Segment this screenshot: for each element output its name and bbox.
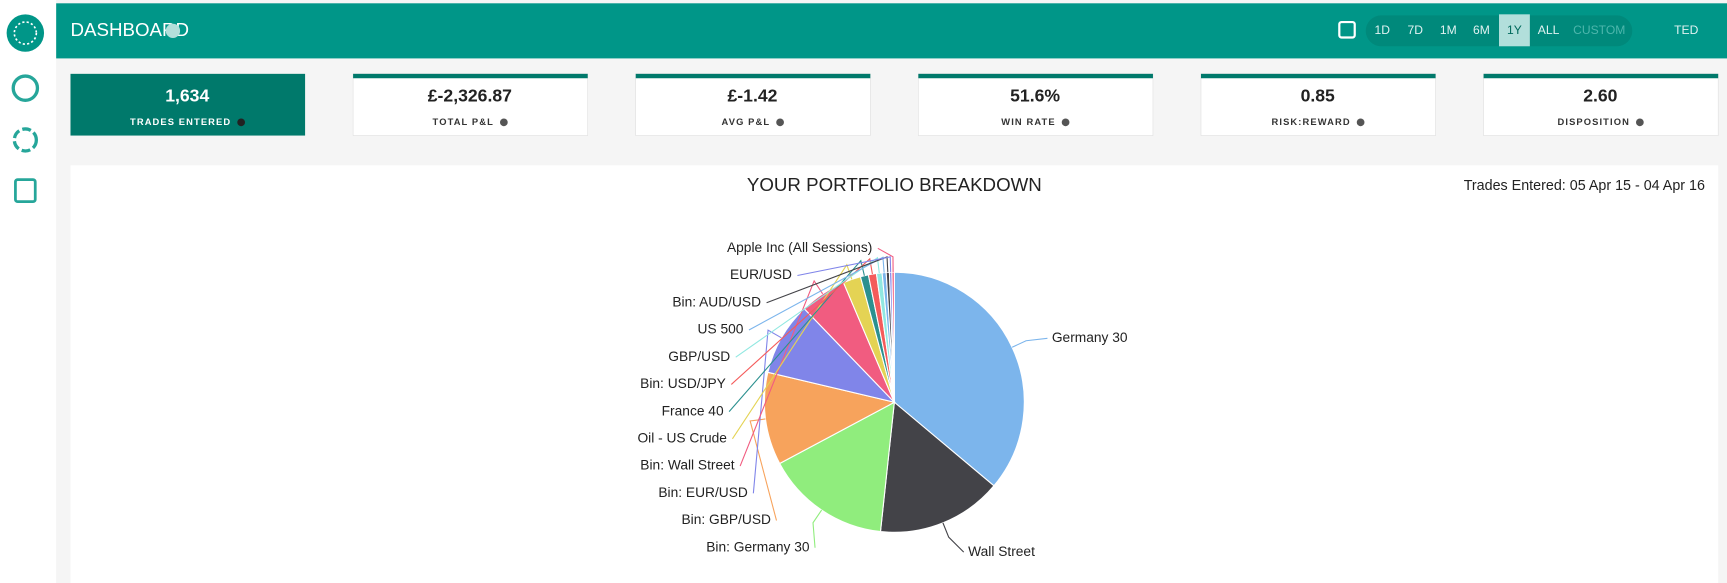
pie-label: Germany 30: [1052, 330, 1128, 345]
range-button[interactable]: ALL: [1538, 23, 1560, 37]
pie-connector: [942, 522, 965, 553]
header-title: DASHBOARD: [70, 19, 189, 40]
range-button[interactable]: CUSTOM: [1573, 23, 1625, 37]
logo[interactable]: [6, 14, 45, 52]
pie-label: US 500: [698, 322, 744, 337]
stat-label: AVG P&L: [722, 117, 771, 127]
calendar-icon[interactable]: [1338, 20, 1356, 39]
pie-label: Bin: GBP/USD: [681, 512, 771, 527]
pie-connector: [797, 256, 892, 277]
pie-connector: [1011, 337, 1048, 348]
pie-label: Bin: Germany 30: [706, 539, 810, 554]
pie-connector: [812, 509, 823, 548]
pie-connector: [752, 329, 782, 494]
pie-label: Oil - US Crude: [637, 430, 727, 445]
stat-card-accent: [918, 73, 1153, 79]
stat-value: £-2,326.87: [428, 86, 512, 106]
pie-label: EUR/USD: [730, 267, 792, 282]
pie-connector: [877, 247, 894, 273]
range-button[interactable]: 1Y: [1507, 23, 1522, 37]
info-icon[interactable]: [237, 118, 245, 127]
stat-label: RISK:REWARD: [1272, 117, 1351, 127]
chart-title: YOUR PORTFOLIO BREAKDOWN: [747, 174, 1042, 195]
stat-card: [70, 73, 306, 136]
chart-subtitle: Trades Entered: 05 Apr 15 - 04 Apr 16: [1464, 178, 1705, 194]
stat-label: TRADES ENTERED: [130, 117, 231, 127]
range-active: [1499, 14, 1530, 47]
stat-card: [1483, 73, 1719, 136]
pie-connector: [739, 279, 824, 467]
sidebar: [0, 0, 57, 583]
info-icon[interactable]: [500, 118, 508, 127]
range-button[interactable]: 7D: [1408, 23, 1424, 37]
pie-connector: [748, 256, 885, 331]
info-icon[interactable]: [165, 23, 181, 39]
pie-connector: [730, 257, 873, 385]
pie-label: Bin: AUD/USD: [672, 294, 761, 309]
stat-card: [1200, 73, 1436, 136]
stat-value: 2.60: [1583, 86, 1617, 106]
info-icon[interactable]: [1636, 118, 1644, 127]
pie-label: Bin: USD/JPY: [640, 376, 726, 391]
stat-label: DISPOSITION: [1558, 117, 1630, 127]
range-button[interactable]: 1D: [1375, 23, 1391, 37]
stat-card-accent: [353, 73, 588, 79]
pie-label: Bin: EUR/USD: [658, 485, 748, 500]
info-icon[interactable]: [1356, 118, 1365, 127]
stat-card: [918, 73, 1154, 136]
pie-label: Bin: Wall Street: [640, 458, 734, 473]
stat-label: WIN RATE: [1001, 117, 1055, 127]
pie-slice: [778, 401, 895, 533]
logo-pattern: [13, 21, 38, 45]
pie-connector: [728, 259, 865, 412]
stat-label: TOTAL P&L: [433, 117, 494, 127]
info-icon[interactable]: [1061, 118, 1070, 127]
range-button[interactable]: 6M: [1473, 23, 1490, 37]
pie-slice: [891, 271, 895, 403]
pie-label: GBP/USD: [668, 349, 730, 364]
user-menu[interactable]: TED: [1674, 23, 1698, 37]
pie-label: France 40: [662, 403, 724, 418]
nav-journal-icon[interactable]: [14, 178, 37, 204]
stat-card-accent: [1200, 73, 1436, 79]
info-icon[interactable]: [776, 118, 784, 127]
pie-slice: [879, 401, 995, 533]
stat-card-accent: [635, 73, 871, 79]
nav-target-icon[interactable]: [12, 127, 38, 153]
stat-value: 0.85: [1301, 86, 1335, 106]
stat-value: 1,634: [165, 86, 209, 106]
stat-value: £-1.42: [728, 86, 778, 106]
pie-label: Wall Street: [968, 544, 1035, 559]
pie-connector: [735, 256, 880, 358]
stat-card-accent: [1483, 73, 1719, 79]
pie-label: Apple Inc (All Sessions): [727, 240, 872, 255]
nav-speed-icon[interactable]: [11, 74, 40, 102]
stat-value: 51.6%: [1010, 86, 1060, 106]
range-button[interactable]: 1M: [1440, 23, 1457, 37]
